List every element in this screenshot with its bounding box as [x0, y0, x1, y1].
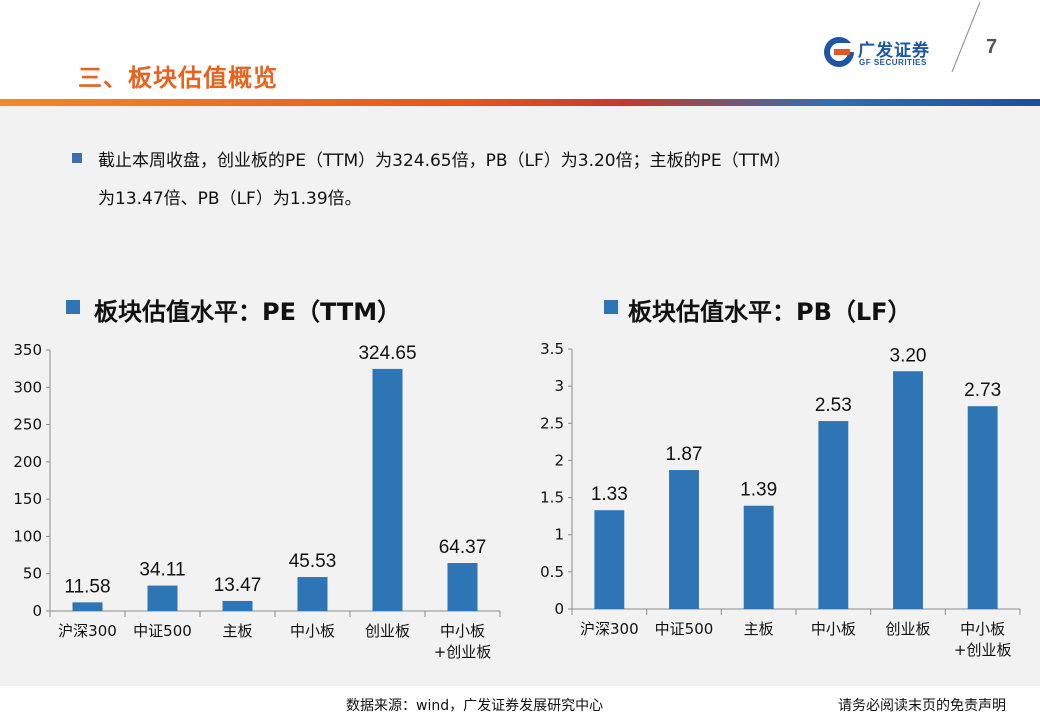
- pb-data-label: 1.33: [591, 484, 628, 505]
- pe-y-tick-label: 100: [13, 527, 42, 545]
- pb-y-tick-label: 0: [554, 600, 564, 618]
- pb-category-label: 中小板: [811, 620, 856, 638]
- header-accent-bar: [0, 99, 1040, 106]
- pe-bar: [147, 585, 178, 611]
- pb-y-tick-label: 2: [554, 451, 564, 469]
- pe-y-tick-label: 50: [23, 565, 42, 583]
- pb-y-tick-label: 0.5: [540, 563, 564, 581]
- pe-bar: [447, 562, 478, 611]
- pe-bar: [297, 577, 328, 611]
- pb-data-label: 3.20: [890, 345, 927, 366]
- pb-category-label: 中证500: [655, 620, 714, 638]
- pb-bar: [669, 470, 699, 609]
- summary-line-2: 为13.47倍、PB（LF）为1.39倍。: [98, 189, 362, 209]
- summary-line-1: 截止本周收盘，创业板的PE（TTM）为324.65倍，PB（LF）为3.20倍；…: [98, 151, 791, 171]
- pb-y-tick-label: 1.5: [540, 489, 564, 507]
- pb-bar: [594, 510, 625, 609]
- bullet-square-icon: [72, 153, 82, 163]
- pb-category-label: 中小板: [960, 620, 1005, 638]
- pe-y-tick-label: 150: [13, 490, 42, 508]
- pb-y-tick-label: 1: [554, 526, 564, 544]
- pe-category-label: 中证500: [133, 622, 192, 640]
- logo-text: 广发证券: [858, 41, 930, 61]
- pe-category-label: 沪深300: [58, 622, 117, 640]
- pe-data-label: 324.65: [358, 343, 416, 364]
- pe-data-label: 11.58: [64, 576, 110, 597]
- pe-y-tick-label: 200: [13, 453, 42, 471]
- pb-data-label: 2.73: [964, 380, 1001, 401]
- pb-y-tick-label: 2.5: [540, 414, 564, 432]
- pb-data-label: 1.39: [740, 480, 777, 501]
- pe-data-label: 13.47: [214, 575, 262, 596]
- footer-source: 数据来源：wind，广发证券发展研究中心: [346, 698, 604, 714]
- pe-y-tick-label: 350: [13, 341, 42, 359]
- logo-subtext: GF SECURITIES: [859, 58, 927, 67]
- pe-bar: [72, 602, 103, 611]
- pe-data-label: 34.11: [139, 560, 185, 581]
- pe-category-label: +创业板: [434, 643, 492, 661]
- pe-y-tick-label: 0: [32, 602, 42, 620]
- pb-legend-swatch: [604, 300, 618, 314]
- pb-bar: [967, 406, 998, 609]
- pe-data-label: 45.53: [289, 551, 337, 572]
- pe-y-tick-label: 250: [13, 416, 42, 434]
- page-number: 7: [986, 36, 998, 58]
- pb-y-tick-label: 3.5: [540, 340, 564, 358]
- pe-chart: 0 50 100 150 200 250 300 350 11.58 沪深300 34.11 中证50…: [13, 341, 501, 661]
- section-title: 三、板块估值概览: [78, 64, 278, 92]
- slide-header: 三、板块估值概览 广发证券 GF SECURITIES 7: [0, 0, 1040, 110]
- pe-category-label: 中小板: [440, 622, 485, 640]
- footer-disclaimer: 请务必阅读末页的免责声明: [838, 698, 1006, 714]
- pe-category-label: 创业板: [365, 622, 410, 640]
- pb-bar: [743, 505, 774, 609]
- pb-data-label: 1.87: [666, 444, 703, 465]
- pe-category-label: 中小板: [290, 622, 335, 640]
- pb-data-label: 2.53: [815, 395, 852, 416]
- pe-bar: [372, 368, 403, 611]
- pb-bar: [893, 371, 923, 609]
- pe-category-label: 主板: [222, 622, 252, 640]
- summary-text: 截止本周收盘，创业板的PE（TTM）为324.65倍，PB（LF）为3.20倍；…: [98, 142, 998, 218]
- gf-securities-logo-icon: [824, 37, 856, 67]
- pe-chart-title: 板块估值水平：PE（TTM）: [94, 298, 402, 326]
- pb-bar: [818, 421, 849, 609]
- pb-y-tick-label: 3: [554, 377, 564, 395]
- pb-category-label: 创业板: [885, 620, 930, 638]
- pe-y-tick-label: 300: [13, 378, 42, 396]
- pb-category-label: +创业板: [954, 641, 1012, 659]
- divider-slash-icon: [951, 2, 981, 73]
- pb-category-label: 沪深300: [580, 620, 639, 638]
- pb-category-label: 主板: [744, 620, 774, 638]
- pe-legend-swatch: [66, 300, 80, 314]
- pe-bar: [222, 600, 253, 611]
- pb-chart-title: 板块估值水平：PB（LF）: [628, 298, 912, 326]
- pb-chart: 00.511.522.533.51.33沪深3001.87中证5001.39主板…: [540, 340, 1021, 659]
- pe-data-label: 64.37: [439, 537, 487, 558]
